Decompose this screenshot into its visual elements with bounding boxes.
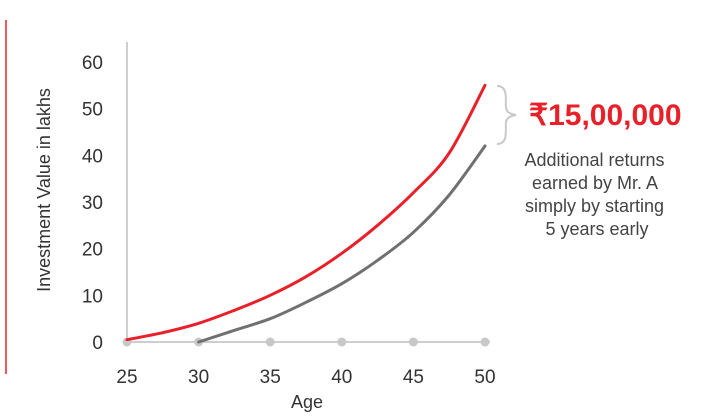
x-tick-label: 30: [188, 367, 209, 388]
series-lines: [125, 83, 487, 344]
x-tick-label: 45: [403, 367, 424, 388]
highlight-value: ₹15,00,000: [529, 99, 682, 132]
note-line: Additional returns: [524, 150, 664, 170]
y-tick-label: 50: [82, 100, 103, 121]
x-tick-dot: [480, 337, 490, 347]
y-axis: 0 10 20 30 40 50 60: [82, 42, 128, 354]
note-line: earned by Mr. A: [532, 173, 658, 193]
x-axis: 25 30 35 40 45 50: [116, 337, 496, 388]
series-line-red: [125, 83, 487, 342]
y-tick-label: 60: [82, 53, 103, 74]
curly-brace-icon: [496, 85, 517, 145]
x-tick-label: 35: [260, 367, 281, 388]
series-line-gray: [197, 144, 487, 344]
x-tick-dot: [408, 337, 418, 347]
y-axis-title: Investment Value in lakhs: [34, 88, 54, 292]
x-tick-label: 40: [331, 367, 352, 388]
y-tick-label: 40: [82, 146, 103, 167]
note-line: simply by starting: [525, 196, 664, 216]
x-axis-title: Age: [291, 392, 323, 412]
y-tick-label: 0: [92, 333, 103, 354]
y-tick-label: 10: [82, 286, 103, 307]
x-tick-dot: [337, 337, 347, 347]
y-tick-label: 30: [82, 193, 103, 214]
x-tick-label: 25: [116, 367, 137, 388]
x-tick-label: 50: [474, 367, 495, 388]
y-tick-label: 20: [82, 240, 103, 261]
x-tick-dot: [265, 337, 275, 347]
note-line: 5 years early: [545, 219, 648, 239]
annotation-note: Additional returns earned by Mr. A simpl…: [524, 150, 669, 239]
